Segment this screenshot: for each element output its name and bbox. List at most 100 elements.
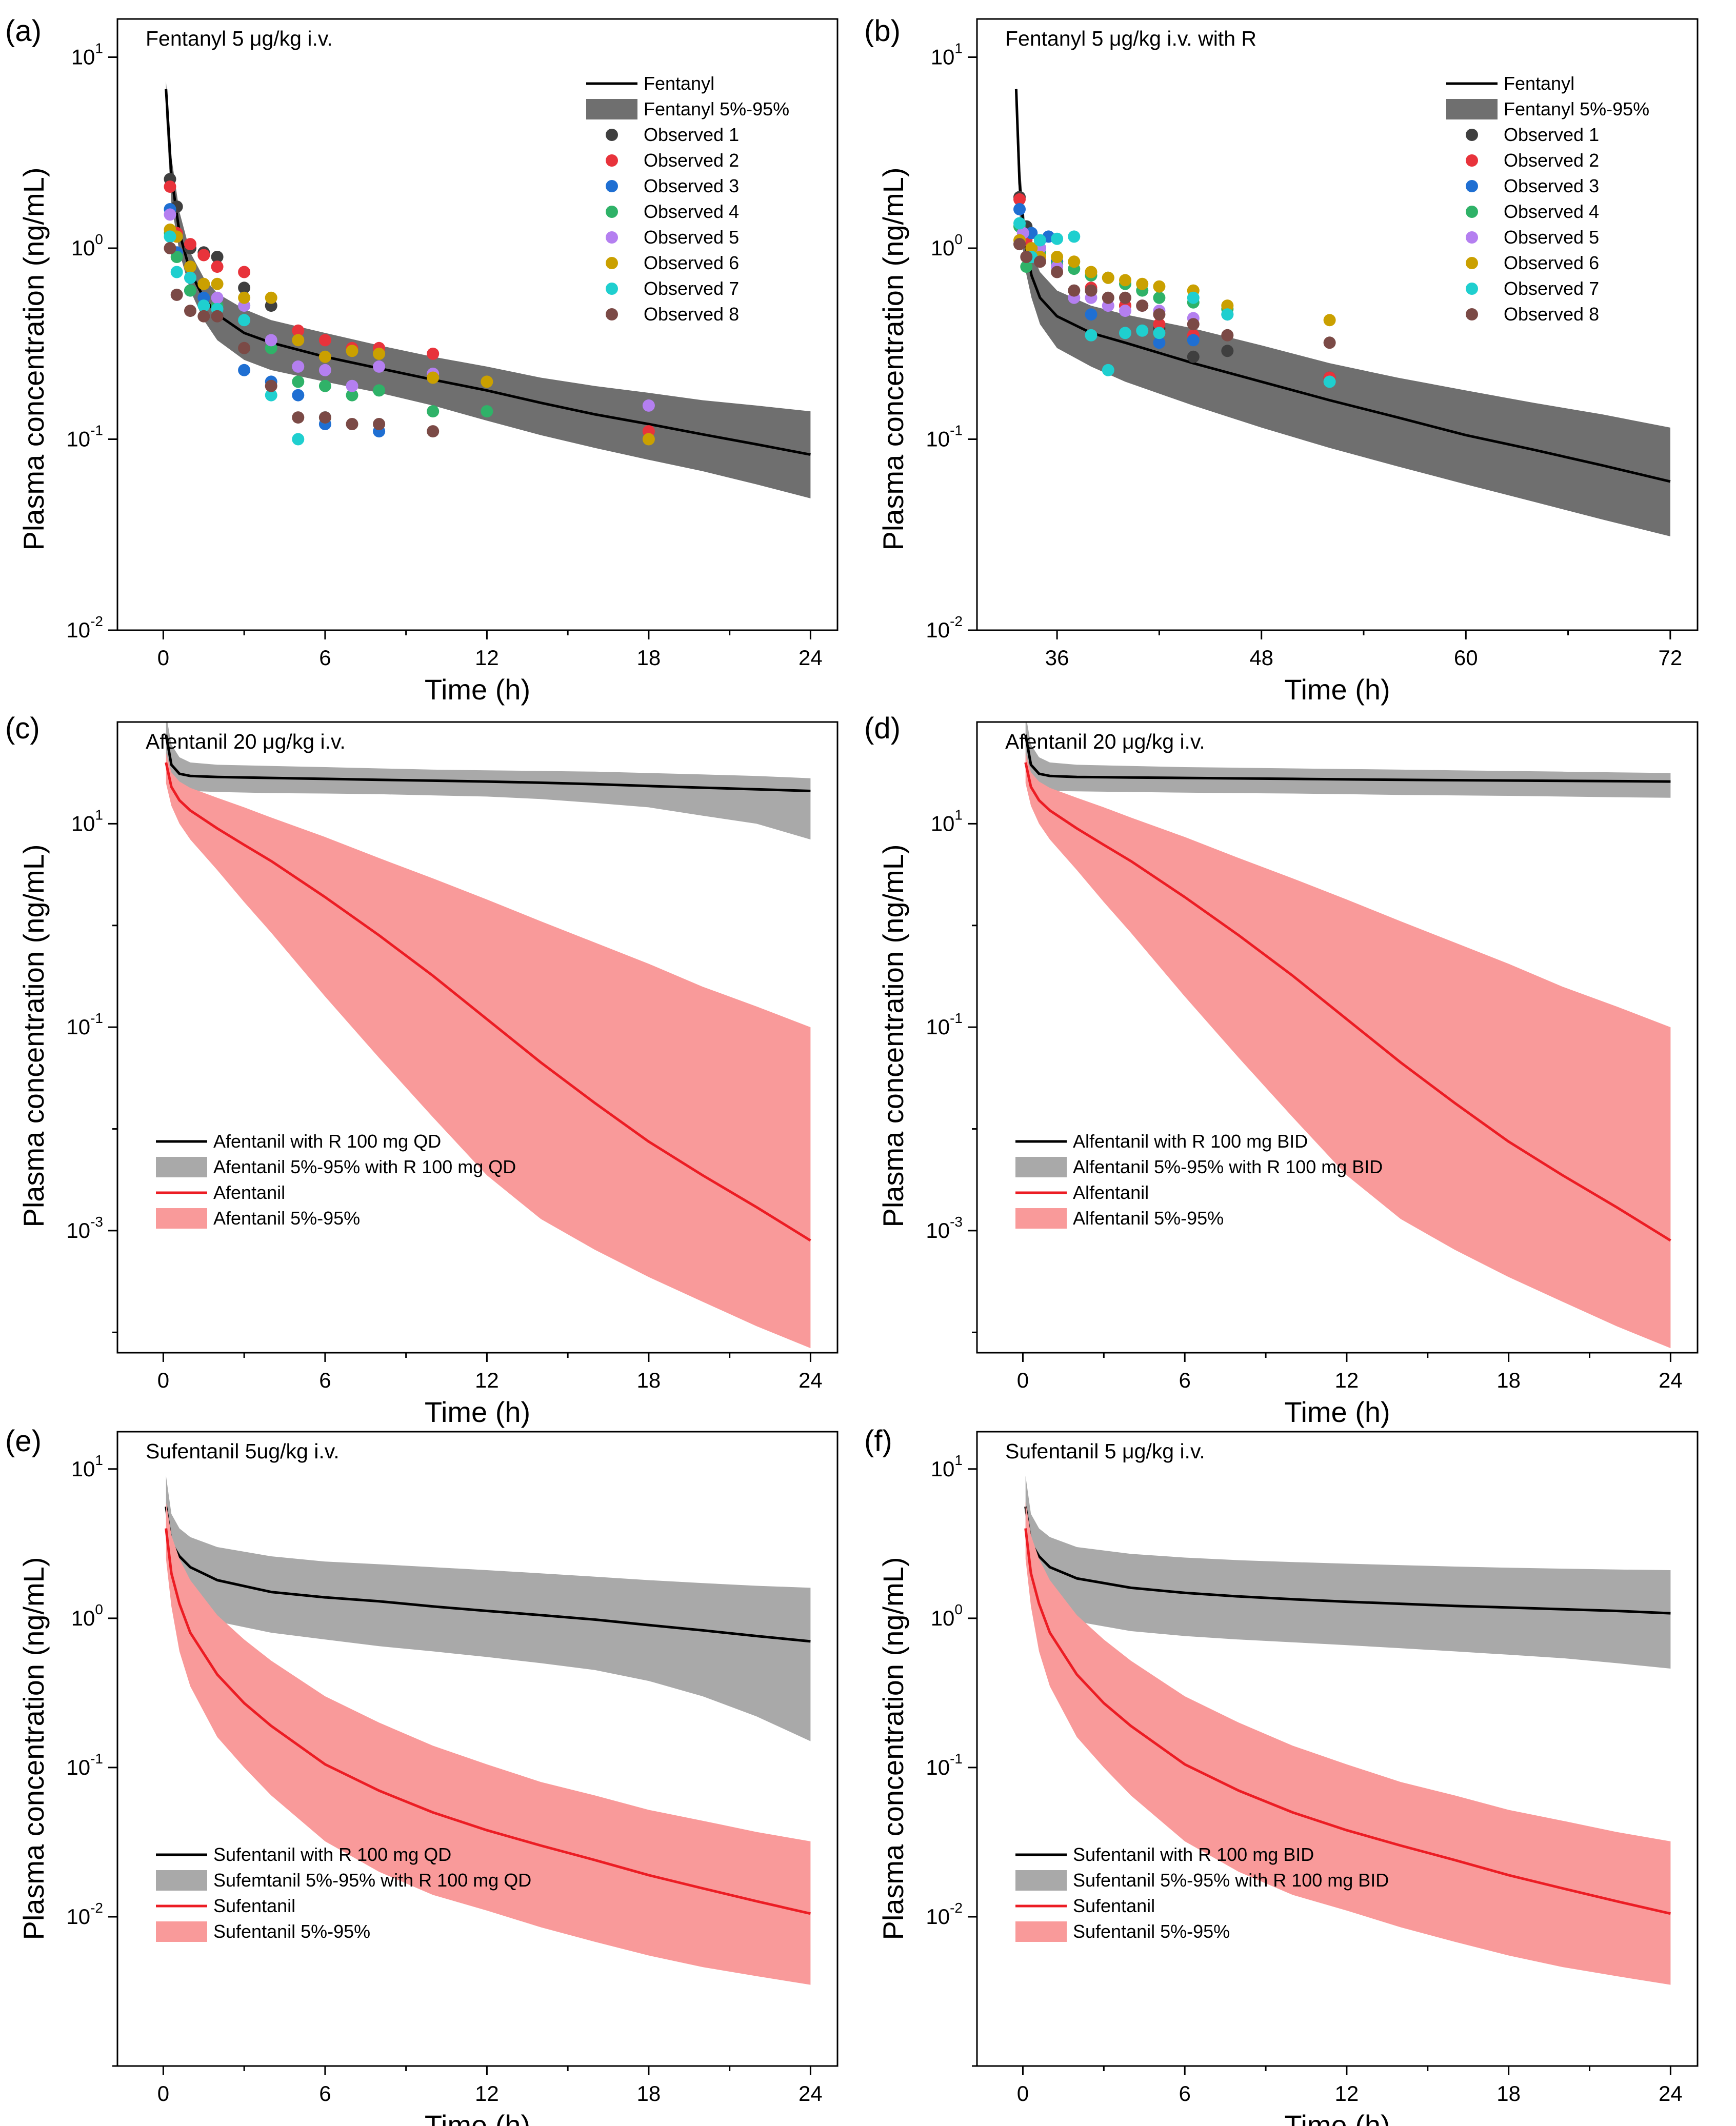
observed-point-6 xyxy=(481,375,493,388)
x-tick-label: 48 xyxy=(1249,646,1273,670)
observed-point-3 xyxy=(1085,308,1098,321)
legend-label: Sufemtanil 5%-95% with R 100 mg QD xyxy=(213,1870,531,1891)
observed-point-8 xyxy=(292,411,305,424)
observed-point-7 xyxy=(1221,308,1234,321)
observed-point-7 xyxy=(1136,324,1149,337)
observed-point-8 xyxy=(184,305,196,317)
observed-point-8 xyxy=(1221,329,1234,342)
y-tick-label: 10-2 xyxy=(926,613,963,642)
legend-label: Observed 5 xyxy=(644,227,739,248)
y-tick-label: 101 xyxy=(71,41,103,69)
legend-marker-swatch xyxy=(606,129,618,141)
observed-point-6 xyxy=(1102,271,1114,284)
panel-title: Fentanyl 5 μg/kg i.v. xyxy=(146,27,333,50)
legend-label: Sufentanil 5%-95% xyxy=(1073,1921,1230,1942)
observed-point-6 xyxy=(292,334,305,347)
x-tick-label: 24 xyxy=(1659,2081,1683,2105)
legend-label: Observed 8 xyxy=(644,304,739,325)
observed-point-8 xyxy=(427,425,440,438)
legend-label: Alfentanil xyxy=(1073,1182,1149,1203)
panel-letter: (b) xyxy=(864,14,901,48)
observed-point-7 xyxy=(1323,375,1336,388)
legend: Fentanyl Fentanyl 5%-95% Observed 1 Observe… xyxy=(586,73,789,325)
legend-label: Alfentanil with R 100 mg BID xyxy=(1073,1131,1308,1152)
observed-point-8 xyxy=(1136,299,1149,312)
legend-label: Afentanil 5%-95% xyxy=(213,1208,360,1229)
observed-point-3 xyxy=(292,389,305,402)
legend-label: Observed 6 xyxy=(1504,252,1599,273)
plot-frame xyxy=(116,18,839,631)
y-tick-label: 10-1 xyxy=(926,423,963,451)
x-axis-title: Time (h) xyxy=(425,1396,530,1428)
legend-label: Sufentanil 5%-95% xyxy=(213,1921,370,1942)
y-tick-label: 10-1 xyxy=(926,1010,963,1039)
observed-point-5 xyxy=(211,291,224,304)
legend-marker-swatch xyxy=(606,257,618,269)
x-axis-title: Time (h) xyxy=(425,2109,530,2126)
observed-point-5 xyxy=(265,334,277,347)
legend: Fentanyl Fentanyl 5%-95% Observed 1 Observe… xyxy=(1446,73,1649,325)
x-tick-label: 0 xyxy=(157,1368,169,1392)
panel-title: Sufentanil 5 μg/kg i.v. xyxy=(1005,1439,1205,1463)
series-line-primary xyxy=(1024,734,1671,783)
band-back-0 xyxy=(166,81,811,498)
observed-point-1 xyxy=(1221,345,1234,357)
legend-label: Observed 3 xyxy=(644,175,739,196)
band-front-0 xyxy=(166,1502,811,1985)
legend-label: Afentanil with R 100 mg QD xyxy=(213,1131,441,1152)
observed-point-7 xyxy=(1051,232,1064,245)
observed-point-6 xyxy=(427,371,440,384)
y-tick-label: 10-1 xyxy=(66,1751,103,1779)
legend-label: Sufentanil xyxy=(213,1895,295,1916)
observed-point-5 xyxy=(318,364,331,376)
y-tick-label: 10-3 xyxy=(66,1214,103,1242)
series-line-secondary-0 xyxy=(1024,1528,1671,1915)
observed-point-7 xyxy=(1033,234,1046,247)
observed-point-8 xyxy=(164,242,176,254)
observed-point-8 xyxy=(170,288,183,301)
observed-point-6 xyxy=(1085,266,1098,278)
x-tick-label: 12 xyxy=(1335,1368,1359,1392)
observed-point-7 xyxy=(164,230,176,243)
x-tick-label: 12 xyxy=(475,2081,499,2105)
legend-marker-swatch xyxy=(1466,231,1478,244)
band-front-0 xyxy=(166,752,811,1349)
legend-label: Observed 2 xyxy=(644,150,739,171)
x-tick-label: 24 xyxy=(1659,1368,1683,1392)
legend-label: Observed 5 xyxy=(1504,227,1599,248)
observed-point-8 xyxy=(1051,266,1064,278)
y-axis-title: Plasma concentration (ng/mL) xyxy=(17,1557,50,1940)
band-back-0 xyxy=(1016,87,1670,536)
x-tick-label: 12 xyxy=(475,1368,499,1392)
y-tick-label: 10-3 xyxy=(926,1214,963,1242)
legend-band-swatch xyxy=(1015,1208,1067,1229)
x-tick-label: 0 xyxy=(1017,2081,1029,2105)
observed-point-7 xyxy=(265,389,277,402)
observed-point-8 xyxy=(1085,284,1098,297)
observed-point-3 xyxy=(1187,334,1200,347)
legend-marker-swatch xyxy=(606,206,618,218)
legend-label: Observed 3 xyxy=(1504,175,1599,196)
plot-frame xyxy=(976,1431,1699,2067)
x-tick-label: 6 xyxy=(1179,2081,1191,2105)
observed-point-7 xyxy=(197,299,210,312)
series-line-secondary-0 xyxy=(165,1528,811,1915)
y-tick-label: 100 xyxy=(931,231,963,260)
legend-marker-swatch xyxy=(1466,154,1478,167)
observed-point-2 xyxy=(197,249,210,262)
x-tick-label: 72 xyxy=(1658,646,1682,670)
series-line-primary xyxy=(1024,1506,1671,1615)
legend-label: Sufentanil 5%-95% with R 100 mg BID xyxy=(1073,1870,1389,1891)
legend-marker-swatch xyxy=(606,283,618,295)
observed-point-4 xyxy=(346,389,358,402)
observed-point-6 xyxy=(238,291,251,304)
y-axis-title: Plasma concentration (ng/mL) xyxy=(877,844,909,1227)
y-tick-label: 10-2 xyxy=(66,1900,103,1929)
legend-label: Fentanyl 5%-95% xyxy=(644,98,789,119)
band-back-0 xyxy=(1025,722,1671,798)
x-tick-label: 6 xyxy=(319,2081,331,2105)
x-axis-title: Time (h) xyxy=(1284,673,1390,706)
observed-point-2 xyxy=(292,324,305,337)
observed-point-5 xyxy=(346,379,358,392)
observed-point-6 xyxy=(318,350,331,363)
